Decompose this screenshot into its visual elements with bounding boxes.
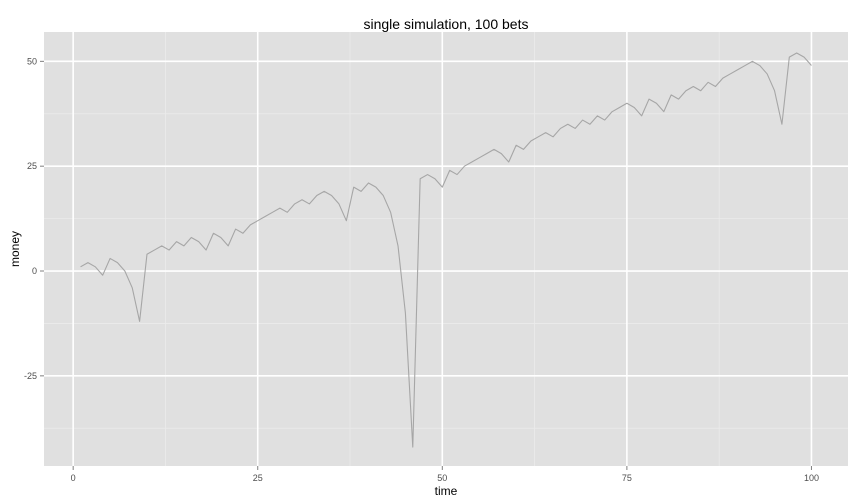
x-tick-label: 75	[622, 473, 632, 483]
y-axis-label: money	[8, 231, 22, 267]
y-tick-label: 0	[32, 266, 37, 276]
major-gridlines	[44, 32, 848, 466]
x-tick-label: 25	[253, 473, 263, 483]
x-tick-label: 100	[804, 473, 819, 483]
series-layer	[80, 52, 812, 448]
y-tick-label: 50	[27, 56, 37, 66]
series-line	[80, 52, 812, 448]
y-tick-label: -25	[24, 371, 37, 381]
y-tick-label: 25	[27, 161, 37, 171]
chart-title: single simulation, 100 bets	[364, 16, 529, 32]
x-tick-label: 0	[71, 473, 76, 483]
x-tick-label: 50	[437, 473, 447, 483]
plot-panel	[44, 32, 848, 466]
minor-gridlines	[44, 32, 848, 466]
x-axis-label: time	[435, 484, 458, 498]
x-axis-ticks: 0 25 50 75 100	[71, 466, 819, 483]
y-axis-ticks: -25 0 25 50	[24, 56, 44, 381]
